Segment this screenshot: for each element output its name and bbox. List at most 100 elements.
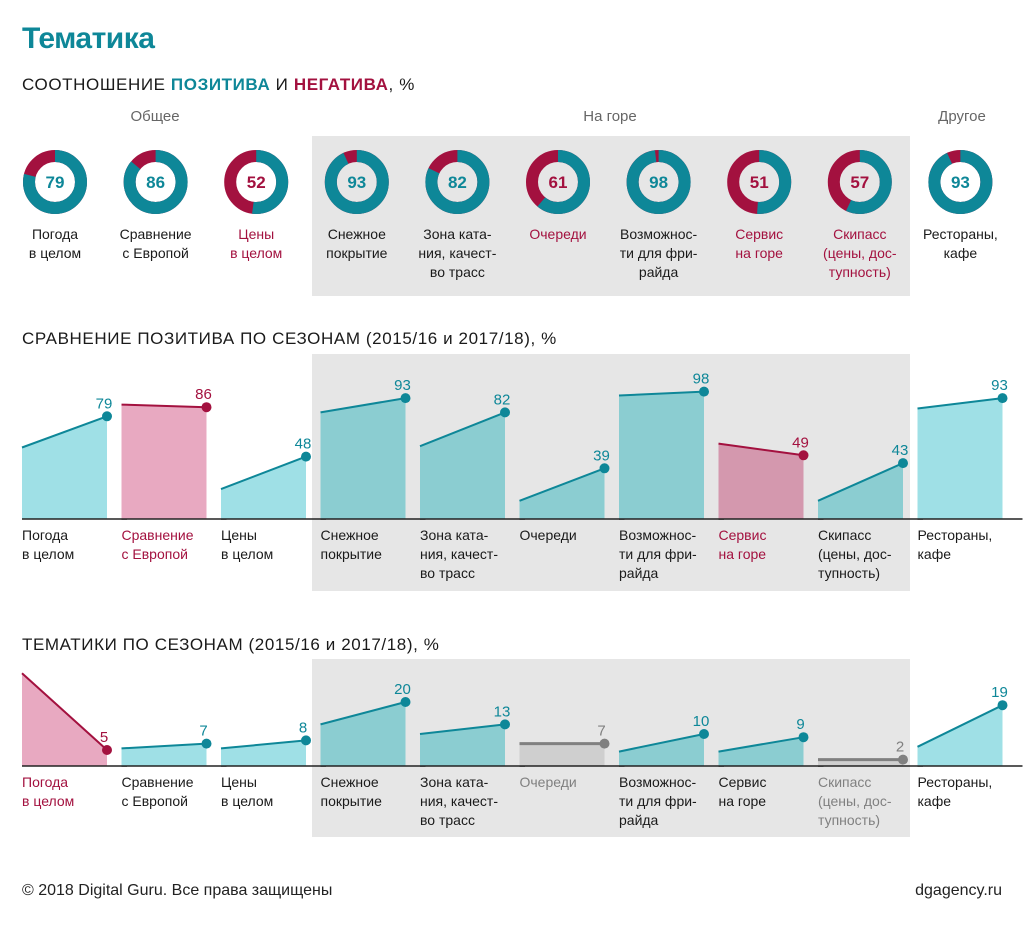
area-end-point xyxy=(102,745,112,755)
area-value-label: 2 xyxy=(896,739,904,756)
area-value-label: 82 xyxy=(494,391,511,408)
area-fill xyxy=(818,463,903,519)
area-fill xyxy=(917,705,1003,766)
area-value-label: 9 xyxy=(796,716,804,733)
area-trend-line xyxy=(121,403,207,409)
donut-category-label: Зона ката-ния, качест-во трасс xyxy=(418,226,496,280)
area-value-label: 7 xyxy=(199,723,207,740)
area-chart-topics: 5 Погода в целом 7 Сравнение с Европой 8 Цены в … xyxy=(21,672,1023,828)
footer-copyright: © 2018 Digital Guru. Все права защищены xyxy=(22,882,333,899)
area-fill xyxy=(519,743,605,766)
donut-category-label: Цены в целом xyxy=(230,226,282,261)
donut-value: 93 xyxy=(951,173,970,192)
area-value-label: 39 xyxy=(593,447,610,464)
area-category-label: Сравнение с Европой xyxy=(122,774,194,809)
section-title-mid: И xyxy=(270,75,294,94)
area-end-point xyxy=(898,458,908,469)
area-value-label: 86 xyxy=(195,386,212,403)
area-end-point xyxy=(400,697,411,707)
section-title-negative: НЕГАТИВА xyxy=(293,75,389,94)
donut-value: 98 xyxy=(649,173,668,192)
area-trend-line xyxy=(419,723,506,735)
area-end-point xyxy=(201,738,212,749)
area-value-label: 98 xyxy=(693,371,710,388)
area-fill xyxy=(121,743,207,766)
donut-positive-arc xyxy=(928,150,993,214)
area-value-label: 10 xyxy=(693,713,710,730)
panel-mountain-season-positive xyxy=(312,354,910,591)
area-category-label: Сравнение с Европой xyxy=(122,527,194,562)
area-fill xyxy=(420,724,505,766)
area-value-label: 49 xyxy=(792,434,809,451)
area-fill xyxy=(718,737,804,766)
donut-value: 86 xyxy=(146,173,165,192)
group-label-general: Общее xyxy=(130,108,180,125)
area-category-label: Цены в целом xyxy=(221,774,273,809)
donut-positive-arc xyxy=(425,150,490,214)
area-category-label: Очереди xyxy=(520,527,577,543)
area-value-label: 48 xyxy=(295,436,312,453)
area-end-point xyxy=(699,386,709,397)
area-trend-line xyxy=(320,701,406,726)
donut-value: 52 xyxy=(247,173,266,192)
area-trend-line xyxy=(817,462,904,502)
donut-value: 79 xyxy=(46,173,65,192)
area-value-label: 93 xyxy=(394,377,411,394)
donut-category-label: Снежное покрытие xyxy=(326,226,388,261)
donut-category-label: Погода в целом xyxy=(29,226,81,261)
area-fill xyxy=(420,412,505,519)
area-end-point xyxy=(599,463,610,474)
area-end-point xyxy=(400,393,411,404)
donut-positive-arc xyxy=(526,150,590,214)
area-fill xyxy=(917,398,1003,519)
area-trend-line xyxy=(718,736,804,753)
area-trend-line xyxy=(618,390,705,397)
area-end-point xyxy=(997,700,1008,711)
donut-category-label: Возможнос-ти для фри-райда xyxy=(620,226,698,280)
page-title: Тематика xyxy=(22,22,155,55)
area-category-label: Сервис на горе xyxy=(719,527,767,562)
area-value-label: 8 xyxy=(299,719,307,736)
area-category-label: Очереди xyxy=(520,774,577,790)
area-category-label: Погода в целом xyxy=(22,527,74,562)
area-fill xyxy=(619,391,704,519)
area-end-point xyxy=(102,411,112,422)
area-trend-line xyxy=(519,467,605,502)
area-end-point xyxy=(500,719,510,730)
area-category-label: Сервис на горе xyxy=(719,774,767,809)
group-label-other: Другое xyxy=(938,108,986,125)
area-category-label: Снежное покрытие xyxy=(321,774,383,809)
area-trend-line xyxy=(21,672,108,751)
donut-value: 51 xyxy=(750,173,769,192)
area-trend-line xyxy=(320,397,406,414)
panel-mountain-donuts xyxy=(312,136,910,296)
area-end-point xyxy=(301,451,311,462)
footer-site-link[interactable]: dgagency.ru xyxy=(915,882,1002,899)
area-end-point xyxy=(699,729,709,739)
area-category-label: Скипасс (цены, дос-тупность) xyxy=(818,527,892,581)
section-title-ratio: СООТНОШЕНИЕ ПОЗИТИВА И НЕГАТИВА, % xyxy=(22,75,415,95)
donut-value: 61 xyxy=(549,173,568,192)
donut-positive-arc xyxy=(827,150,892,214)
area-fill xyxy=(718,443,804,519)
area-category-label: Зона ката-ния, качест-во трасс xyxy=(420,527,498,581)
donut-category-label: Рестораны, кафе xyxy=(923,226,998,261)
area-trend-line xyxy=(917,704,1003,748)
area-end-point xyxy=(798,450,809,461)
area-end-point xyxy=(301,735,311,746)
donut-positive-arc xyxy=(23,150,87,214)
area-trend-line xyxy=(618,733,705,753)
area-value-label: 43 xyxy=(892,442,909,459)
area-fill xyxy=(22,673,107,766)
section-title-prefix: СООТНОШЕНИЕ xyxy=(22,75,171,94)
donut-chart: 79 Погода в целом 86 Сравнение с Европой 52 Цен… xyxy=(23,150,998,280)
area-end-point xyxy=(798,732,809,743)
donut-positive-arc xyxy=(324,150,389,214)
area-value-label: 79 xyxy=(96,395,113,412)
donut-positive-arc xyxy=(626,150,691,214)
donut-category-label: Скипасс (цены, дос-тупность) xyxy=(823,226,897,280)
section-title-season-positive: СРАВНЕНИЕ ПОЗИТИВА ПО СЕЗОНАМ (2015/16 и… xyxy=(22,329,557,348)
area-end-point xyxy=(997,393,1008,404)
group-label-mountain: На горе xyxy=(583,108,637,125)
